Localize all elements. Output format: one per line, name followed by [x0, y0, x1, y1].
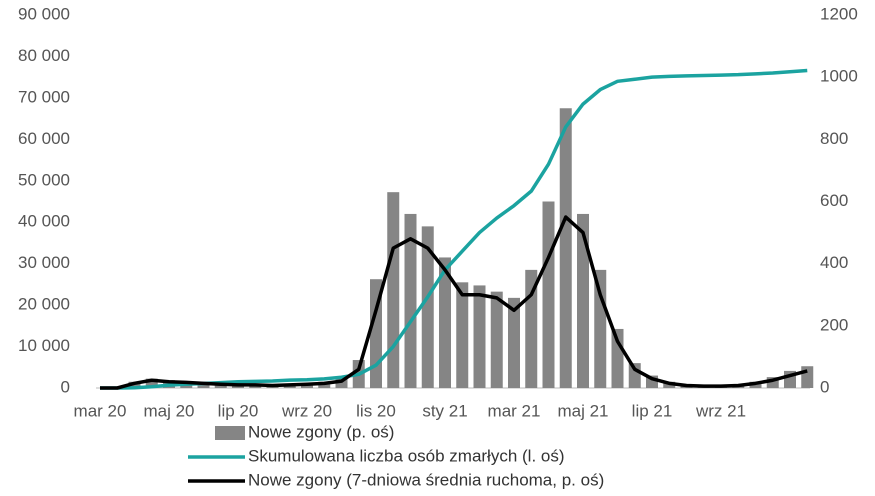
y2-tick-label: 200 — [820, 315, 848, 334]
bar — [387, 192, 400, 388]
y-tick-label: 0 — [61, 377, 70, 396]
x-tick-label: sty 21 — [422, 401, 467, 420]
bar — [508, 297, 520, 388]
y-tick-label: 70 000 — [18, 87, 70, 106]
bar — [542, 201, 555, 388]
y-tick-label: 10 000 — [18, 336, 70, 355]
bar — [456, 282, 469, 388]
x-tick-label: wrz 21 — [695, 401, 746, 420]
legend-swatch — [215, 426, 245, 440]
bar — [473, 285, 486, 388]
legend: Nowe zgony (p. oś) Skumulowana liczba osó… — [188, 422, 604, 489]
y-tick-label: 80 000 — [18, 46, 70, 65]
bar — [766, 377, 779, 388]
x-tick-label: mar 21 — [488, 401, 541, 420]
bar — [145, 378, 158, 388]
bar — [490, 291, 503, 388]
bar — [335, 378, 348, 388]
legend-label: Skumulowana liczba osób zmarłych (l. oś) — [248, 446, 565, 465]
bar — [439, 257, 451, 388]
y-tick-label: 50 000 — [18, 170, 70, 189]
legend-label: Nowe zgony (7-dniowa średnia ruchoma, p.… — [248, 470, 604, 489]
bar — [421, 226, 434, 388]
bar — [197, 382, 210, 388]
bar — [404, 213, 417, 388]
y-tick-label: 20 000 — [18, 295, 70, 314]
y2-tick-label: 800 — [820, 129, 848, 148]
x-tick-label: wrz 20 — [281, 401, 332, 420]
y2-tick-label: 1000 — [820, 67, 858, 86]
x-tick-label: lis 20 — [356, 401, 396, 420]
line — [100, 68, 808, 390]
line — [100, 215, 808, 390]
y-tick-label: 30 000 — [18, 253, 70, 272]
bar — [594, 269, 607, 388]
x-tick-label: mar 20 — [74, 401, 127, 420]
bar — [559, 108, 572, 388]
x-tick-label: maj 20 — [143, 401, 194, 420]
x-tick-label: maj 21 — [557, 401, 608, 420]
x-tick-label: lip 21 — [632, 401, 673, 420]
y2-tick-label: 400 — [820, 253, 848, 272]
y-tick-label: 60 000 — [18, 129, 70, 148]
y2-tick-label: 600 — [820, 191, 848, 210]
y-tick-label: 90 000 — [18, 4, 70, 23]
y-tick-label: 40 000 — [18, 212, 70, 231]
bar — [577, 213, 589, 388]
x-tick-label: lip 20 — [218, 401, 259, 420]
y2-tick-label: 0 — [820, 377, 829, 396]
legend-label: Nowe zgony (p. oś) — [248, 422, 394, 441]
y2-tick-label: 1200 — [820, 4, 858, 23]
bar — [801, 366, 814, 388]
